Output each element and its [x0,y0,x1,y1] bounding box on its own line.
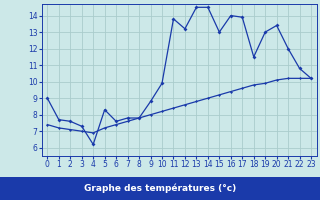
Text: Graphe des températures (°c): Graphe des températures (°c) [84,184,236,193]
